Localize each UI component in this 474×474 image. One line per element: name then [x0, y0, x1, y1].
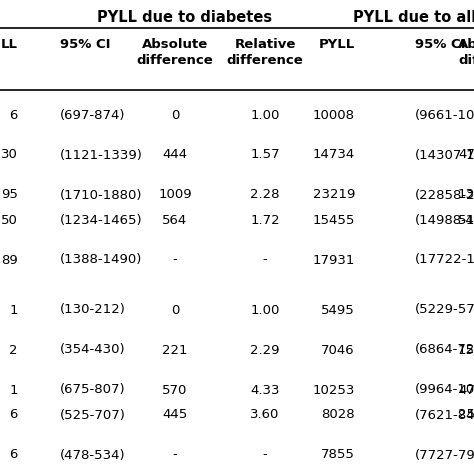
- Text: 23219: 23219: [313, 189, 355, 201]
- Text: (1121-1339): (1121-1339): [60, 148, 143, 162]
- Text: (6864-7228): (6864-7228): [415, 344, 474, 356]
- Text: 17931: 17931: [313, 254, 355, 266]
- Text: 47: 47: [458, 383, 474, 396]
- Text: (7621-8435): (7621-8435): [415, 409, 474, 421]
- Text: 50: 50: [1, 213, 18, 227]
- Text: -: -: [263, 254, 267, 266]
- Text: PYLL: PYLL: [319, 38, 355, 51]
- Text: LL: LL: [1, 38, 18, 51]
- Text: 47: 47: [458, 148, 474, 162]
- Text: 1.00: 1.00: [250, 109, 280, 121]
- Text: 7046: 7046: [321, 344, 355, 356]
- Text: (17722-18140): (17722-18140): [415, 254, 474, 266]
- Text: 0: 0: [171, 303, 179, 317]
- Text: 1.00: 1.00: [250, 303, 280, 317]
- Text: 570: 570: [162, 383, 188, 396]
- Text: 445: 445: [163, 409, 188, 421]
- Text: 0: 0: [171, 109, 179, 121]
- Text: 1: 1: [9, 383, 18, 396]
- Text: 15: 15: [458, 344, 474, 356]
- Text: Abs
diffe: Abs diffe: [458, 38, 474, 67]
- Text: (1388-1490): (1388-1490): [60, 254, 142, 266]
- Text: (354-430): (354-430): [60, 344, 126, 356]
- Text: (14307-15161): (14307-15161): [415, 148, 474, 162]
- Text: 14734: 14734: [313, 148, 355, 162]
- Text: 7855: 7855: [321, 448, 355, 462]
- Text: 1009: 1009: [158, 189, 192, 201]
- Text: Relative
difference: Relative difference: [227, 38, 303, 67]
- Text: 1: 1: [9, 303, 18, 317]
- Text: 4.33: 4.33: [250, 383, 280, 396]
- Text: (14988-15923): (14988-15923): [415, 213, 474, 227]
- Text: 3.60: 3.60: [250, 409, 280, 421]
- Text: (1234-1465): (1234-1465): [60, 213, 143, 227]
- Text: 2.29: 2.29: [250, 344, 280, 356]
- Text: 25: 25: [458, 409, 474, 421]
- Text: Absolute
difference: Absolute difference: [137, 38, 213, 67]
- Text: (7727-7984): (7727-7984): [415, 448, 474, 462]
- Text: 95% CI: 95% CI: [60, 38, 110, 51]
- Text: 6: 6: [9, 109, 18, 121]
- Text: 2.28: 2.28: [250, 189, 280, 201]
- Text: 15455: 15455: [313, 213, 355, 227]
- Text: PYLL due to diabetes: PYLL due to diabetes: [98, 10, 273, 25]
- Text: 444: 444: [163, 148, 188, 162]
- Text: (1710-1880): (1710-1880): [60, 189, 143, 201]
- Text: (525-707): (525-707): [60, 409, 126, 421]
- Text: (5229-5761): (5229-5761): [415, 303, 474, 317]
- Text: (9964-10543): (9964-10543): [415, 383, 474, 396]
- Text: (697-874): (697-874): [60, 109, 126, 121]
- Text: 6: 6: [9, 448, 18, 462]
- Text: 30: 30: [1, 148, 18, 162]
- Text: 10253: 10253: [313, 383, 355, 396]
- Text: 221: 221: [162, 344, 188, 356]
- Text: PYLL due to all: PYLL due to all: [354, 10, 474, 25]
- Text: (9661-10355): (9661-10355): [415, 109, 474, 121]
- Text: 1.72: 1.72: [250, 213, 280, 227]
- Text: 6: 6: [9, 409, 18, 421]
- Text: 1.57: 1.57: [250, 148, 280, 162]
- Text: 13: 13: [458, 189, 474, 201]
- Text: 5495: 5495: [321, 303, 355, 317]
- Text: 95: 95: [1, 189, 18, 201]
- Text: 54: 54: [458, 213, 474, 227]
- Text: (675-807): (675-807): [60, 383, 126, 396]
- Text: (478-534): (478-534): [60, 448, 126, 462]
- Text: 89: 89: [1, 254, 18, 266]
- Text: -: -: [263, 448, 267, 462]
- Text: 95% CI: 95% CI: [415, 38, 465, 51]
- Text: 2: 2: [9, 344, 18, 356]
- Text: 8028: 8028: [321, 409, 355, 421]
- Text: -: -: [173, 254, 177, 266]
- Text: (22858-23580): (22858-23580): [415, 189, 474, 201]
- Text: (130-212): (130-212): [60, 303, 126, 317]
- Text: -: -: [173, 448, 177, 462]
- Text: 564: 564: [163, 213, 188, 227]
- Text: 10008: 10008: [313, 109, 355, 121]
